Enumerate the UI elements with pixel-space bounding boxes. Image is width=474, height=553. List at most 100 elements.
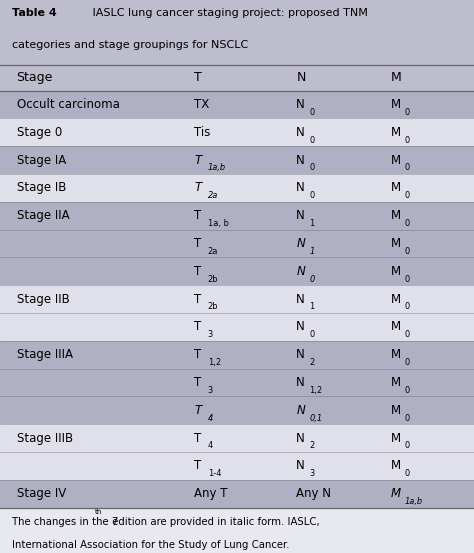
- Bar: [0, 229, 474, 258]
- Text: N: N: [296, 321, 305, 333]
- Text: T: T: [194, 376, 201, 389]
- Text: 1: 1: [310, 302, 315, 311]
- Bar: [0, 341, 474, 369]
- Bar: [0, 313, 474, 341]
- Text: The changes in the 7: The changes in the 7: [12, 517, 118, 526]
- Text: categories and stage groupings for NSCLC: categories and stage groupings for NSCLC: [12, 40, 248, 50]
- Text: 2: 2: [310, 358, 315, 367]
- Text: 0: 0: [404, 441, 410, 451]
- Text: 3: 3: [208, 330, 213, 339]
- Text: M: M: [391, 487, 401, 500]
- Text: 0: 0: [404, 135, 410, 145]
- Text: M: M: [391, 293, 401, 306]
- Text: International Association for the Study of Lung Cancer.: International Association for the Study …: [12, 540, 289, 550]
- Text: M: M: [391, 321, 401, 333]
- Text: 0: 0: [310, 330, 315, 339]
- Text: 0: 0: [404, 386, 410, 395]
- Text: Stage IA: Stage IA: [17, 154, 66, 166]
- Text: M: M: [391, 98, 401, 111]
- Text: 0,1: 0,1: [310, 414, 323, 422]
- Text: M: M: [391, 376, 401, 389]
- Bar: [0, 397, 474, 424]
- Text: Tis: Tis: [194, 126, 211, 139]
- Bar: [0, 258, 474, 285]
- Text: M: M: [391, 126, 401, 139]
- Text: 1: 1: [310, 219, 315, 228]
- Text: M: M: [391, 460, 401, 472]
- Text: T: T: [194, 321, 201, 333]
- Text: 2a: 2a: [208, 247, 218, 256]
- Text: M: M: [391, 432, 401, 445]
- Text: N: N: [296, 293, 305, 306]
- Text: M: M: [391, 209, 401, 222]
- Text: N: N: [296, 376, 305, 389]
- Text: N: N: [296, 209, 305, 222]
- Bar: [0, 452, 474, 480]
- Bar: [0, 202, 474, 229]
- Text: Stage 0: Stage 0: [17, 126, 62, 139]
- Text: 1a,b: 1a,b: [404, 497, 422, 506]
- Text: Table 4: Table 4: [12, 8, 56, 18]
- Text: Stage: Stage: [17, 71, 53, 85]
- Text: 0: 0: [404, 164, 410, 173]
- Text: 0: 0: [404, 108, 410, 117]
- Text: T: T: [194, 348, 201, 361]
- Bar: [0, 424, 474, 452]
- Text: 0: 0: [310, 135, 315, 145]
- Text: Stage IV: Stage IV: [17, 487, 66, 500]
- Text: 4: 4: [208, 414, 213, 422]
- Text: N: N: [296, 460, 305, 472]
- Text: 4: 4: [208, 441, 213, 451]
- Text: T: T: [194, 181, 201, 195]
- Text: N: N: [296, 404, 305, 417]
- Text: T: T: [194, 71, 202, 85]
- Text: 2a: 2a: [208, 191, 218, 200]
- Text: edition are provided in italic form. IASLC,: edition are provided in italic form. IAS…: [109, 517, 320, 526]
- Text: 0: 0: [404, 219, 410, 228]
- Bar: [0, 65, 474, 91]
- Text: TX: TX: [194, 98, 210, 111]
- Text: 0: 0: [310, 275, 315, 284]
- Text: Stage IIA: Stage IIA: [17, 209, 69, 222]
- Text: N: N: [296, 348, 305, 361]
- Bar: [0, 147, 474, 174]
- Text: M: M: [391, 348, 401, 361]
- Text: 1a,b: 1a,b: [208, 164, 226, 173]
- Text: M: M: [391, 154, 401, 166]
- Text: 0: 0: [310, 164, 315, 173]
- Text: N: N: [296, 98, 305, 111]
- Text: 0: 0: [404, 247, 410, 256]
- Text: T: T: [194, 404, 201, 417]
- Text: Any N: Any N: [296, 487, 331, 500]
- Text: 0: 0: [404, 414, 410, 422]
- Text: Stage IIB: Stage IIB: [17, 293, 69, 306]
- Text: M: M: [391, 237, 401, 250]
- Text: N: N: [296, 237, 305, 250]
- Text: 1-4: 1-4: [208, 469, 221, 478]
- Text: 0: 0: [310, 108, 315, 117]
- Text: M: M: [391, 265, 401, 278]
- Text: T: T: [194, 237, 201, 250]
- Text: M: M: [391, 404, 401, 417]
- Text: M: M: [391, 181, 401, 195]
- Text: 1,2: 1,2: [208, 358, 221, 367]
- Text: th: th: [95, 509, 103, 515]
- Bar: [0, 508, 474, 553]
- Bar: [0, 0, 474, 65]
- Text: Any T: Any T: [194, 487, 228, 500]
- Bar: [0, 174, 474, 202]
- Text: 2: 2: [310, 441, 315, 451]
- Text: 0: 0: [404, 469, 410, 478]
- Text: T: T: [194, 265, 201, 278]
- Text: 2b: 2b: [208, 302, 218, 311]
- Text: Stage IIIA: Stage IIIA: [17, 348, 73, 361]
- Text: Stage IB: Stage IB: [17, 181, 66, 195]
- Text: 3: 3: [310, 469, 315, 478]
- Text: 0: 0: [404, 275, 410, 284]
- Text: N: N: [296, 126, 305, 139]
- Text: N: N: [296, 181, 305, 195]
- Text: N: N: [296, 432, 305, 445]
- Text: T: T: [194, 460, 201, 472]
- Text: T: T: [194, 209, 201, 222]
- Bar: [0, 118, 474, 147]
